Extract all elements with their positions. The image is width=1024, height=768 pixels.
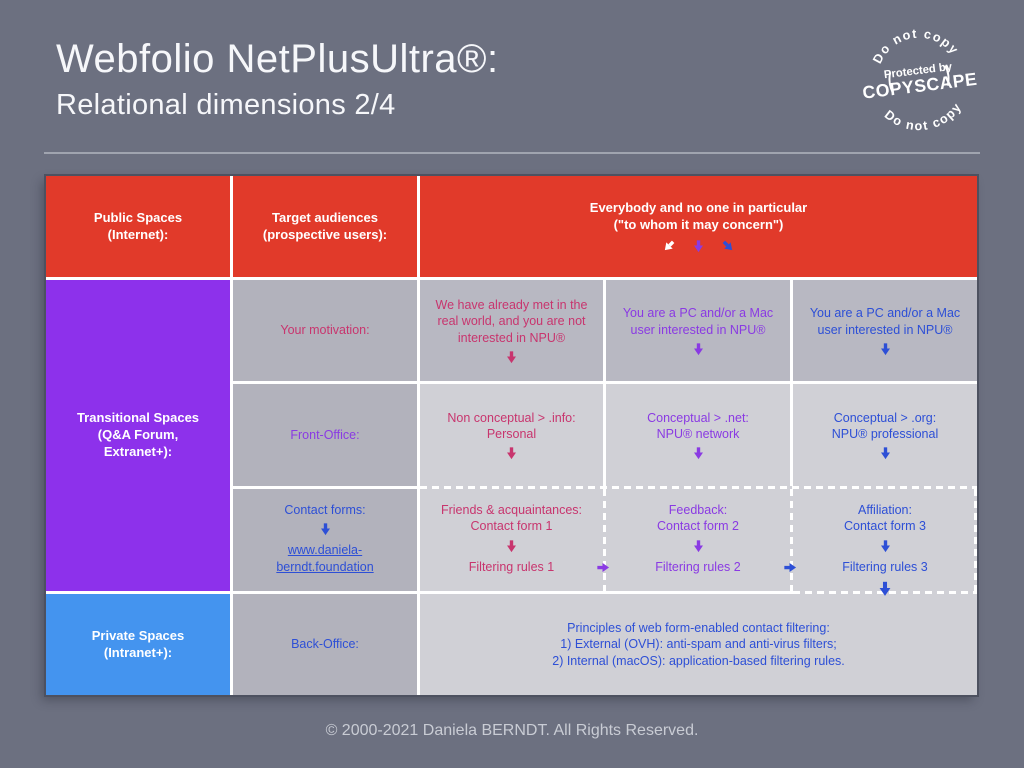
down-arrow-icon bbox=[507, 539, 516, 552]
down-arrow-icon bbox=[880, 447, 890, 460]
down-arrow-icon bbox=[320, 523, 330, 536]
back-office-text: Back-Office: bbox=[291, 637, 359, 652]
relational-table: Public Spaces (Internet): Target audienc… bbox=[44, 174, 979, 697]
front-office-org-text: Conceptual > .org: NPU® professional bbox=[831, 410, 939, 441]
right-arrow-icon bbox=[784, 562, 797, 572]
your-motivation-text: Your motivation: bbox=[280, 323, 370, 338]
page-title: Webfolio NetPlusUltra®: bbox=[56, 37, 499, 81]
title-block: Webfolio NetPlusUltra®: Relational dimen… bbox=[56, 36, 499, 122]
cell-front-office-net: Conceptual > .net: NPU® network bbox=[606, 384, 790, 486]
contact-forms-label: Contact forms: bbox=[284, 503, 366, 518]
dashed-border bbox=[974, 489, 977, 591]
down-left-arrow-icon bbox=[664, 241, 675, 251]
svg-text:Do not copy: Do not copy bbox=[880, 98, 967, 138]
front-office-info-text: Non conceptual > .info: Personal bbox=[447, 410, 576, 441]
filtering-rules-3-text: Filtering rules 3 bbox=[842, 559, 928, 574]
principles-text: Principles of web form-enabled contact f… bbox=[552, 621, 845, 668]
cell-front-office-org: Conceptual > .org: NPU® professional bbox=[793, 384, 977, 486]
cell-back-office-principles: Principles of web form-enabled contact f… bbox=[420, 594, 977, 695]
badge-right-arc bbox=[944, 65, 950, 86]
contact-form-1-text: Friends & acquaintances: Contact form 1 bbox=[440, 503, 583, 534]
badge-bottom-text: Do not copy bbox=[880, 98, 967, 138]
down-right-arrow-icon bbox=[722, 241, 733, 251]
motivation-text-3: You are a PC and/or a Mac user intereste… bbox=[809, 306, 961, 337]
private-spaces-label: Private Spaces (Intranet+): bbox=[91, 627, 185, 660]
motivation-text-1: We have already met in the real world, a… bbox=[435, 298, 588, 345]
cell-front-office-info: Non conceptual > .info: Personal bbox=[420, 384, 603, 486]
down-arrow-icon bbox=[693, 447, 703, 460]
label-your-motivation: Your motivation: bbox=[233, 280, 417, 381]
contact-form-2-text: Feedback: Contact form 2 bbox=[657, 503, 739, 534]
header-arrows bbox=[662, 238, 735, 253]
right-arrow-icon bbox=[597, 562, 610, 572]
filtering-rules-1-text: Filtering rules 1 bbox=[468, 559, 555, 574]
contact-forms-cell: Contact forms: www.daniela-berndt.founda… bbox=[233, 489, 417, 591]
down-arrow-icon bbox=[880, 539, 890, 552]
down-arrow-icon bbox=[693, 343, 703, 355]
target-audiences-label: Target audiences (prospective users): bbox=[262, 209, 388, 242]
label-back-office: Back-Office: bbox=[233, 594, 417, 695]
public-spaces-label: Public Spaces (Internet): bbox=[93, 209, 183, 242]
down-arrow-icon bbox=[507, 447, 516, 460]
everybody-label: Everybody and no one in particular ("to … bbox=[589, 199, 808, 232]
row-group-transitional: Transitional Spaces (Q&A Forum, Extranet… bbox=[46, 280, 230, 591]
filtering-rules-2-text: Filtering rules 2 bbox=[655, 559, 741, 574]
header-cell-everybody: Everybody and no one in particular ("to … bbox=[420, 176, 977, 277]
badge-left-arc bbox=[888, 72, 894, 93]
foundation-link[interactable]: www.daniela-berndt.foundation bbox=[276, 543, 374, 574]
down-arrow-icon bbox=[880, 343, 890, 355]
cell-contact-form-2: Feedback: Contact form 2 Filtering rules… bbox=[606, 489, 790, 591]
contact-form-3-text: Affiliation: Contact form 3 bbox=[844, 503, 926, 534]
down-arrow-icon bbox=[507, 351, 516, 363]
cell-motivation-not-interested: We have already met in the real world, a… bbox=[420, 280, 603, 381]
front-office-text: Front-Office: bbox=[290, 427, 360, 442]
cell-motivation-pc-mac-org: You are a PC and/or a Mac user intereste… bbox=[793, 280, 977, 381]
label-front-office: Front-Office: bbox=[233, 384, 417, 486]
cell-motivation-pc-mac-net: You are a PC and/or a Mac user intereste… bbox=[606, 280, 790, 381]
copyscape-badge: Do not copy Do not copy Protected by COP… bbox=[861, 20, 978, 138]
page-subtitle: Relational dimensions 2/4 bbox=[56, 89, 396, 121]
transitional-spaces-label: Transitional Spaces (Q&A Forum, Extranet… bbox=[76, 410, 200, 459]
cell-contact-form-3: Affiliation: Contact form 3 Filtering ru… bbox=[793, 489, 977, 591]
down-arrow-icon bbox=[693, 539, 703, 552]
front-office-net-text: Conceptual > .net: NPU® network bbox=[647, 410, 749, 441]
dashed-border bbox=[790, 489, 793, 591]
down-arrow-icon bbox=[879, 581, 891, 596]
divider-line bbox=[44, 152, 980, 154]
footer-text: © 2000-2021 Daniela BERNDT. All Rights R… bbox=[325, 722, 699, 739]
header-cell-public-spaces: Public Spaces (Internet): bbox=[46, 176, 230, 277]
down-arrow-icon bbox=[694, 240, 703, 253]
dashed-border bbox=[420, 486, 977, 489]
header-cell-target-audiences: Target audiences (prospective users): bbox=[233, 176, 417, 277]
motivation-text-2: You are a PC and/or a Mac user intereste… bbox=[622, 306, 774, 337]
row-group-private: Private Spaces (Intranet+): bbox=[46, 594, 230, 695]
dashed-border bbox=[603, 489, 606, 591]
cell-contact-form-1: Friends & acquaintances: Contact form 1 … bbox=[420, 489, 603, 591]
